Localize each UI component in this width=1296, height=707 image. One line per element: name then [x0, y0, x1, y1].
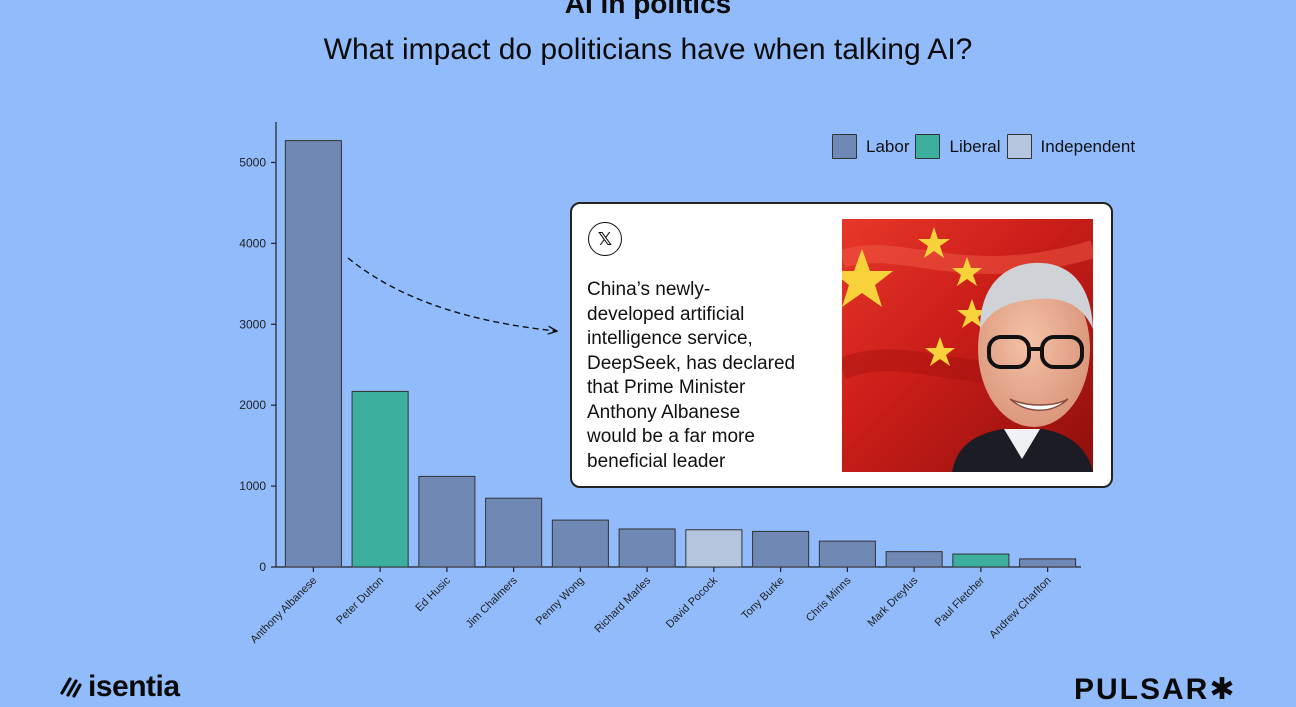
- tweet-text: China’s newly- developed artificial inte…: [587, 278, 837, 474]
- y-tick-label: 4000: [239, 236, 266, 250]
- y-tick-label: 3000: [239, 317, 266, 331]
- tweet-text-line: DeepSeek, has declared: [587, 352, 796, 374]
- bar: [618, 528, 676, 568]
- tweet-text-line: would be a far more: [587, 426, 755, 447]
- bar: [752, 530, 810, 568]
- y-tick-label: 2000: [239, 398, 266, 412]
- bar: [485, 497, 543, 568]
- legend-label-labor: Labor: [866, 136, 910, 156]
- bar: [818, 540, 876, 568]
- bar: [351, 390, 409, 568]
- tweet-text-line: beneficial leader: [587, 450, 726, 472]
- x-tick-label: Andrew Charlton: [987, 575, 1053, 641]
- dashed-arrow: [347, 257, 556, 331]
- tweet-text-line: developed artificial: [587, 303, 745, 325]
- y-tick-label: 0: [259, 560, 266, 574]
- chart-legend: Labor Liberal Independent: [832, 134, 1141, 159]
- x-tick-label: David Pocock: [664, 574, 720, 630]
- tweet-text-line: China’s newly-: [587, 279, 711, 300]
- legend-swatch-labor: [832, 134, 857, 159]
- tweet-text-line: Anthony Albanese: [587, 401, 741, 423]
- legend-item-labor: Labor: [832, 134, 909, 159]
- bar: [284, 140, 342, 568]
- x-logo-icon: 𝕏: [588, 222, 622, 256]
- politician-photo: [842, 219, 1093, 472]
- isentia-mark-icon: [60, 677, 82, 698]
- bar: [551, 519, 609, 568]
- isentia-logo: isentia: [58, 670, 180, 704]
- x-tick-label: Paul Fletcher: [933, 574, 988, 629]
- x-tick-label: Ed Husic: [413, 574, 453, 614]
- legend-swatch-liberal: [915, 134, 941, 159]
- isentia-wordmark: isentia: [88, 670, 180, 703]
- chart-subtitle: What impact do politicians have when tal…: [323, 33, 973, 66]
- x-tick-label: Jim Chalmers: [464, 574, 520, 630]
- bar: [885, 551, 943, 568]
- legend-swatch-independent: [1006, 134, 1032, 159]
- tweet-text-line: that Prime Minister: [587, 377, 746, 398]
- x-tick-label: Penny Wong: [534, 575, 587, 628]
- tweet-card: 𝕏 China’s newly- developed artificial in…: [570, 202, 1113, 488]
- pulsar-logo: PULSAR✱: [1074, 673, 1237, 706]
- bar: [685, 529, 743, 568]
- x-tick-label: Chris Minns: [804, 574, 854, 624]
- x-tick-label: Peter Dutton: [334, 575, 386, 627]
- legend-item-independent: Independent: [1006, 134, 1136, 159]
- legend-label-liberal: Liberal: [949, 136, 1001, 156]
- legend-label-independent: Independent: [1040, 136, 1136, 156]
- x-tick-label: Mark Dreyfus: [866, 574, 921, 629]
- x-tick-label: Anthony Albanese: [248, 575, 319, 646]
- x-tick-label: Richard Marles: [592, 574, 653, 635]
- tweet-text-line: intelligence service,: [587, 328, 753, 349]
- x-tick-label: Tony Burke: [739, 575, 786, 622]
- legend-item-liberal: Liberal: [915, 134, 1001, 159]
- bar: [418, 475, 476, 568]
- y-tick-label: 5000: [239, 155, 266, 169]
- bar: [952, 553, 1010, 568]
- chart-title: AI in politics: [564, 0, 732, 19]
- y-tick-label: 1000: [239, 479, 266, 493]
- bar: [1019, 558, 1077, 568]
